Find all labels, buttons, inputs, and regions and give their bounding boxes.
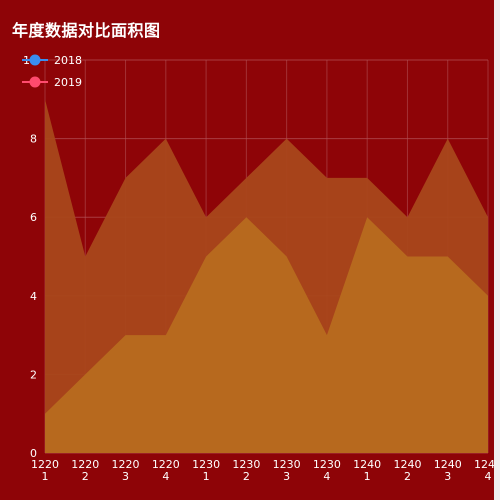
x-axis: 1220 1 1220 2 1220 3 1220 4 1230 1 1230 2 1230 3 1230 4… <box>31 458 494 483</box>
x-tick-label: 1220 3 <box>112 458 140 483</box>
legend-marker <box>29 54 41 66</box>
y-axis: 0246810 <box>23 54 37 460</box>
legend-item-2019[interactable]: 2019 <box>22 76 82 89</box>
y-tick-label: 8 <box>30 133 37 146</box>
y-tick-label: 4 <box>30 290 37 303</box>
legend-label: 2018 <box>54 54 82 67</box>
x-tick-label: 1240 3 <box>434 458 462 483</box>
x-tick-label: 1220 1 <box>31 458 59 483</box>
legend-item-2018[interactable]: 2018 <box>22 54 82 67</box>
chart-title: 年度数据对比面积图 <box>12 21 161 40</box>
x-tick-label: 12404 <box>474 458 494 483</box>
y-tick-label: 2 <box>30 368 37 381</box>
legend-label: 2019 <box>54 76 82 89</box>
y-tick-label: 6 <box>30 211 37 224</box>
x-tick-label: 1230 4 <box>313 458 341 483</box>
x-tick-label: 1240 1 <box>353 458 381 483</box>
x-tick-label: 1230 1 <box>192 458 220 483</box>
chart-areas <box>45 99 488 454</box>
x-tick-label: 1230 3 <box>273 458 301 483</box>
x-tick-label: 1230 2 <box>232 458 260 483</box>
y-tick-label: 0 <box>30 447 37 460</box>
x-tick-label: 1220 4 <box>152 458 180 483</box>
legend[interactable]: 2018 2019 <box>22 54 82 89</box>
legend-marker <box>29 76 41 88</box>
area-series-2018 <box>45 217 488 453</box>
x-tick-label: 1220 2 <box>71 458 99 483</box>
x-tick-label: 1240 2 <box>393 458 421 483</box>
